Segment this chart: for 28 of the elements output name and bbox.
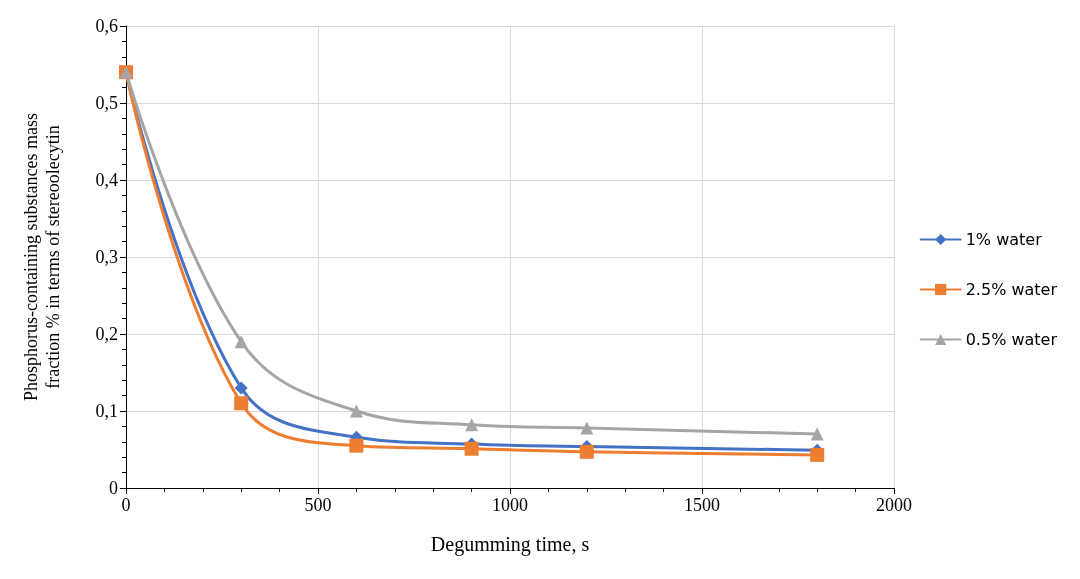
legend-label: 0.5% water xyxy=(965,330,1058,349)
x-tick-label: 0 xyxy=(121,495,131,515)
x-tick-label: 1500 xyxy=(684,495,720,515)
y-tick-label: 0,3 xyxy=(95,247,118,267)
y-tick-label: 0,2 xyxy=(95,324,118,344)
point xyxy=(579,444,594,459)
x-tick-label: 1000 xyxy=(492,495,528,515)
point xyxy=(464,441,479,456)
point xyxy=(810,427,824,441)
point xyxy=(465,418,479,432)
point xyxy=(580,421,594,435)
point xyxy=(234,381,248,395)
y-tick-label: 0,4 xyxy=(95,170,118,190)
point xyxy=(349,404,363,418)
x-tick-label: 2000 xyxy=(876,495,912,515)
y-tick-label: 0 xyxy=(109,478,118,498)
point xyxy=(810,447,825,462)
legend-label: 2.5% water xyxy=(965,280,1058,299)
point xyxy=(234,335,248,349)
x-axis-title: Degumming time, s xyxy=(430,533,590,556)
point xyxy=(349,438,364,453)
point xyxy=(234,396,249,411)
x-tick-label: 500 xyxy=(304,495,332,515)
legend-label: 1% water xyxy=(965,230,1043,249)
y-axis-title: Phosphorus-containing substances mass fraction % in terms of stereoolecytin xyxy=(21,113,63,401)
y-tick-label: 0,1 xyxy=(95,401,118,421)
y-tick-label: 0,5 xyxy=(95,93,118,113)
y-tick-label: 0,6 xyxy=(95,16,118,36)
